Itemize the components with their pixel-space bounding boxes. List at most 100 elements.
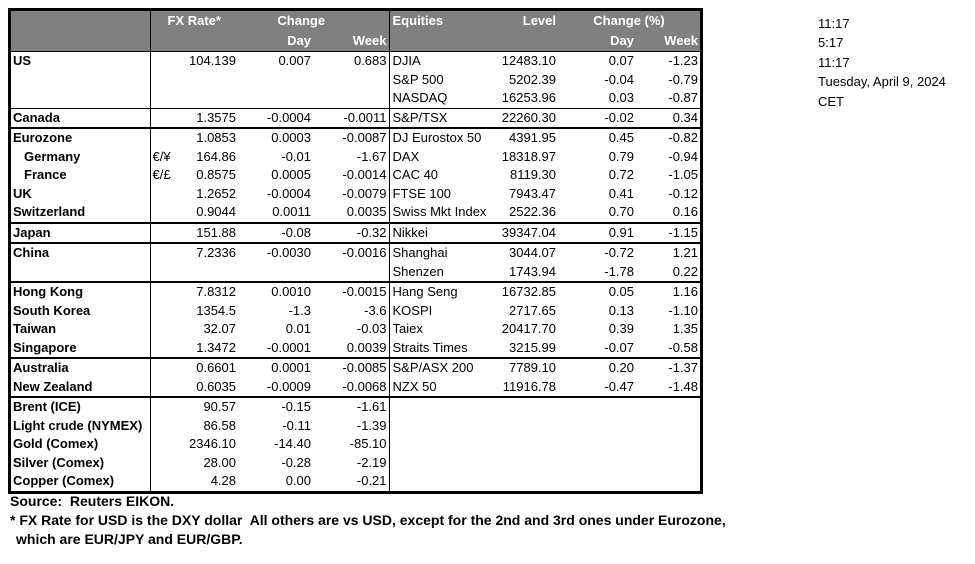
fx-rate-cell	[178, 71, 238, 90]
fx-rate-cell: 0.8575	[196, 167, 236, 183]
equity-level-cell: 16253.96	[501, 90, 557, 106]
fx-rate-cell: 86.58	[203, 417, 236, 433]
timestamp-block: 11:17 5:17 11:17 Tuesday, April 9, 2024 …	[818, 14, 946, 111]
country-cell: Light crude (NYMEX)	[11, 416, 151, 435]
equity-name-cell: NZX 50	[388, 377, 493, 397]
currency-pair-cell	[150, 52, 178, 71]
equity-name-cell: Nikkei	[388, 221, 493, 243]
equity-level-cell: 11916.78	[502, 378, 557, 394]
equity-week-change-cell: 1.16	[636, 281, 701, 302]
fx-day-change-cell: 0.00	[285, 473, 311, 489]
equity-day-change-cell: 0.05	[558, 281, 637, 302]
equity-week-change-cell: -0.58	[668, 339, 699, 355]
equity-day-change-cell: 0.91	[558, 221, 637, 243]
equity-level-cell: 3215.99	[509, 339, 557, 355]
eq-week-header: Week	[636, 32, 701, 52]
table-row: Germany €/¥ 164.86 -0.01 -1.67 DAX 18318.97 0.7…	[11, 147, 700, 166]
equity-level-cell: 1743.94	[509, 263, 557, 279]
table-row: Light crude (NYMEX) 86.58 -0.11 -1.39	[11, 416, 700, 436]
currency-pair-cell: €/£	[152, 167, 171, 183]
table-row: New Zealand 0.6035 -0.0009 -0.0068 NZX 50 119…	[11, 377, 700, 397]
fx-day-header: Day	[238, 32, 313, 52]
fx-week-change-cell: -1.67	[356, 148, 387, 164]
equity-name-cell: DAX	[388, 147, 493, 166]
equity-name-cell: KOSPI	[388, 301, 493, 320]
fx-rate-cell: 1.3575	[178, 107, 238, 128]
equity-level-cell	[492, 472, 558, 491]
table-row: France €/£ 0.8575 0.0005 -0.0014 CAC 40 8119.3…	[11, 166, 700, 185]
currency-pair-cell	[150, 107, 178, 128]
equity-week-change-cell: -1.37	[636, 357, 701, 378]
country-cell: Singapore	[11, 338, 151, 358]
eq-day-header: Day	[558, 32, 637, 52]
equity-name-cell: Hang Seng	[388, 281, 493, 302]
table-row: Hong Kong 7.8312 0.0010 -0.0015 Hang Seng 167…	[11, 281, 701, 302]
level-header: Level	[492, 11, 559, 32]
equity-name-cell: DJ Eurostox 50	[388, 127, 493, 148]
equity-day-change-cell: 0.72	[608, 167, 635, 183]
fx-week-change-cell: -0.0087	[313, 127, 390, 148]
table-row: Shenzen 1743.94 -1.78 0.22	[11, 262, 700, 283]
country-cell	[11, 89, 151, 108]
table-row: S&P 500 5202.39 -0.04 -0.79	[11, 70, 700, 90]
fx-week-change-cell: -0.0011	[313, 107, 390, 128]
country-cell: Taiwan	[11, 320, 151, 339]
fx-day-change-cell: -0.15	[238, 396, 313, 417]
equity-day-change-cell: -1.78	[604, 263, 635, 279]
country-cell: Japan	[11, 221, 151, 243]
fx-week-change-cell: -0.03	[356, 321, 387, 337]
fx-day-change-cell: -0.0004	[266, 185, 311, 201]
timestamp-line-3: 11:17	[818, 54, 850, 70]
equity-week-change-cell	[636, 417, 700, 436]
fx-day-change-cell: 0.0003	[238, 127, 313, 148]
timestamp-line-1: 11:17	[818, 16, 850, 31]
equity-week-change-cell: -1.23	[668, 53, 699, 69]
country-cell: Brent (ICE)	[11, 396, 151, 417]
header-row-1: FX Rate* Change Equities Level Change (%…	[11, 11, 701, 32]
currency-pair-cell	[150, 242, 178, 263]
corner-cell	[11, 11, 151, 32]
equity-name-cell	[388, 453, 493, 472]
country-cell: South Korea	[11, 301, 151, 320]
equity-week-change-cell: -0.79	[668, 71, 699, 87]
equity-day-change-cell: 0.41	[608, 185, 635, 201]
fx-day-change-cell: -0.11	[282, 417, 311, 433]
country-cell	[11, 262, 151, 282]
fx-equities-table: FX Rate* Change Equities Level Change (%…	[11, 11, 701, 491]
table-row: Gold (Comex) 2346.10 -14.40 -85.10	[11, 435, 700, 454]
equity-week-change-cell: -1.05	[668, 167, 699, 183]
table-header: FX Rate* Change Equities Level Change (%…	[11, 11, 701, 52]
equity-week-change-cell	[636, 454, 700, 473]
fx-rate-cell: 90.57	[178, 396, 238, 417]
fx-rate-cell: 164.86	[196, 148, 236, 164]
equity-week-change-cell: 1.35	[672, 321, 699, 337]
fx-day-change-cell: 0.0005	[271, 167, 311, 183]
table-row: Eurozone 1.0853 0.0003 -0.0087 DJ Eurostox 5…	[11, 127, 701, 148]
equity-level-cell: 7789.10	[492, 357, 559, 378]
fx-rate-cell: 32.07	[203, 321, 236, 337]
currency-pair-cell	[150, 263, 178, 283]
fx-week-change-cell	[313, 263, 389, 283]
equity-week-change-cell: -0.87	[668, 90, 699, 106]
equity-day-change-cell: -0.07	[604, 339, 635, 355]
equity-level-cell: 5202.39	[509, 71, 557, 87]
equity-level-cell	[492, 396, 559, 417]
equity-day-change-cell	[558, 396, 637, 417]
currency-pair-cell	[150, 357, 178, 378]
fx-week-change-cell: -3.6	[364, 302, 387, 318]
table-row: US 104.139 0.007 0.683 DJIA 12483.10 0.07 -1.23	[11, 51, 700, 71]
table-row: NASDAQ 16253.96 0.03 -0.87	[11, 89, 700, 108]
equity-week-change-cell: 0.16	[672, 204, 699, 220]
equity-level-cell: 16732.85	[492, 281, 559, 302]
table-row: Silver (Comex) 28.00 -0.28 -2.19	[11, 453, 700, 473]
equity-week-change-cell: -1.48	[668, 378, 699, 394]
fx-day-change-cell	[238, 71, 313, 90]
change-pct-header: Change (%)	[558, 11, 701, 32]
equity-name-cell	[388, 435, 493, 454]
country-cell: Hong Kong	[11, 281, 151, 302]
footnotes: Source: Reuters EIKON. * FX Rate for USD…	[10, 492, 726, 549]
table-row: Australia 0.6601 0.0001 -0.0085 S&P/ASX 200 7…	[11, 357, 701, 378]
equity-week-change-cell	[636, 435, 700, 454]
fx-day-change-cell: -0.01	[281, 148, 311, 164]
fx-week-change-cell: -0.0016	[313, 242, 390, 263]
